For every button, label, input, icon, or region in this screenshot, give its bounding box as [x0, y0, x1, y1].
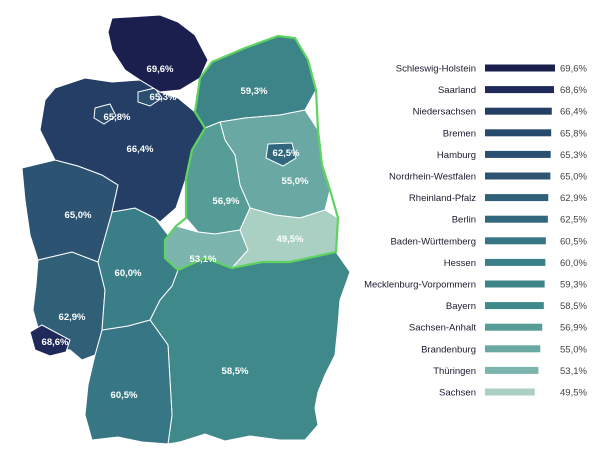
- value-label: 56,9%: [560, 323, 587, 334]
- category-label: Brandenburg: [421, 344, 476, 355]
- label-saarland: 68,6%: [42, 337, 69, 348]
- bar: [485, 129, 552, 137]
- value-label: 49,5%: [560, 388, 587, 399]
- category-label: Nordrhein-Westfalen: [389, 172, 476, 183]
- bar: [485, 107, 552, 115]
- state-baden-wuerttemberg: [84, 319, 173, 445]
- bar: [485, 237, 546, 245]
- category-label: Schleswig-Holstein: [396, 64, 476, 75]
- value-label: 68,6%: [560, 85, 587, 96]
- value-label: 58,5%: [560, 301, 587, 312]
- category-label: Baden-Württemberg: [390, 236, 476, 247]
- bar: [485, 366, 539, 374]
- bar: [485, 345, 541, 353]
- label-hessen: 60,0%: [115, 268, 142, 279]
- value-label: 62,9%: [560, 193, 587, 204]
- value-label: 66,4%: [560, 107, 587, 118]
- category-label: Mecklenburg-Vorpommern: [364, 280, 476, 291]
- category-label: Berlin: [452, 215, 476, 226]
- category-label: Niedersachsen: [413, 107, 476, 118]
- bar: [485, 215, 548, 223]
- bar: [485, 280, 545, 288]
- bar-chart: Schleswig-Holstein 69,6% Saarland 68,6% Nied…: [364, 64, 587, 399]
- bar: [485, 323, 543, 331]
- state-bremen: [93, 103, 117, 125]
- state-berlin: [265, 142, 297, 167]
- state-schleswig-holstein: [107, 14, 209, 93]
- value-label: 62,5%: [560, 215, 587, 226]
- label-bayern: 58,5%: [222, 366, 249, 377]
- value-label: 65,0%: [560, 172, 587, 183]
- category-label: Hamburg: [437, 150, 476, 161]
- label-hamburg: 65,3%: [150, 92, 177, 103]
- value-label: 55,0%: [560, 344, 587, 355]
- category-label: Saarland: [438, 85, 476, 96]
- bar: [485, 258, 546, 266]
- label-sachsen: 49,5%: [277, 234, 304, 245]
- bar: [485, 302, 544, 310]
- category-label: Hessen: [444, 258, 476, 269]
- value-label: 65,3%: [560, 150, 587, 161]
- label-niedersachsen: 66,4%: [127, 144, 154, 155]
- label-brandenburg: 55,0%: [282, 176, 309, 187]
- east-germany-outline: [163, 34, 340, 272]
- category-label: Bremen: [443, 128, 476, 139]
- value-label: 53,1%: [560, 366, 587, 377]
- value-label: 65,8%: [560, 128, 587, 139]
- label-sachsen-anhalt: 56,9%: [213, 196, 240, 207]
- bar: [485, 64, 555, 72]
- category-label: Sachsen: [439, 388, 476, 399]
- state-bayern: [149, 251, 351, 445]
- value-label: 60,5%: [560, 236, 587, 247]
- label-bremen: 65,8%: [104, 112, 131, 123]
- bar: [485, 150, 551, 158]
- label-mecklenburg-vorpommern: 59,3%: [241, 86, 268, 97]
- category-label: Bayern: [446, 301, 476, 312]
- germany-choropleth-map: 69,6% 65,3% 65,8% 66,4% 65,0% 62,9% 68,6…: [21, 14, 351, 445]
- bar: [485, 194, 549, 202]
- category-label: Thüringen: [433, 366, 476, 377]
- bar: [485, 172, 551, 180]
- state-hessen: [97, 207, 179, 331]
- state-saarland: [29, 324, 71, 357]
- value-label: 59,3%: [560, 280, 587, 291]
- label-rheinland-pfalz: 62,9%: [59, 312, 86, 323]
- value-label: 69,6%: [560, 64, 587, 75]
- label-schleswig-holstein: 69,6%: [147, 64, 174, 75]
- label-thueringen: 53,1%: [190, 254, 217, 265]
- category-label: Rheinland-Pfalz: [409, 193, 476, 204]
- category-label: Sachsen-Anhalt: [409, 323, 476, 334]
- bar: [485, 388, 535, 396]
- state-hamburg: [137, 87, 163, 107]
- label-berlin: 62,5%: [273, 148, 300, 159]
- label-baden-wuerttemberg: 60,5%: [111, 390, 138, 401]
- value-label: 60,0%: [560, 258, 587, 269]
- label-nordrhein-westfalen: 65,0%: [65, 210, 92, 221]
- bar: [485, 86, 554, 94]
